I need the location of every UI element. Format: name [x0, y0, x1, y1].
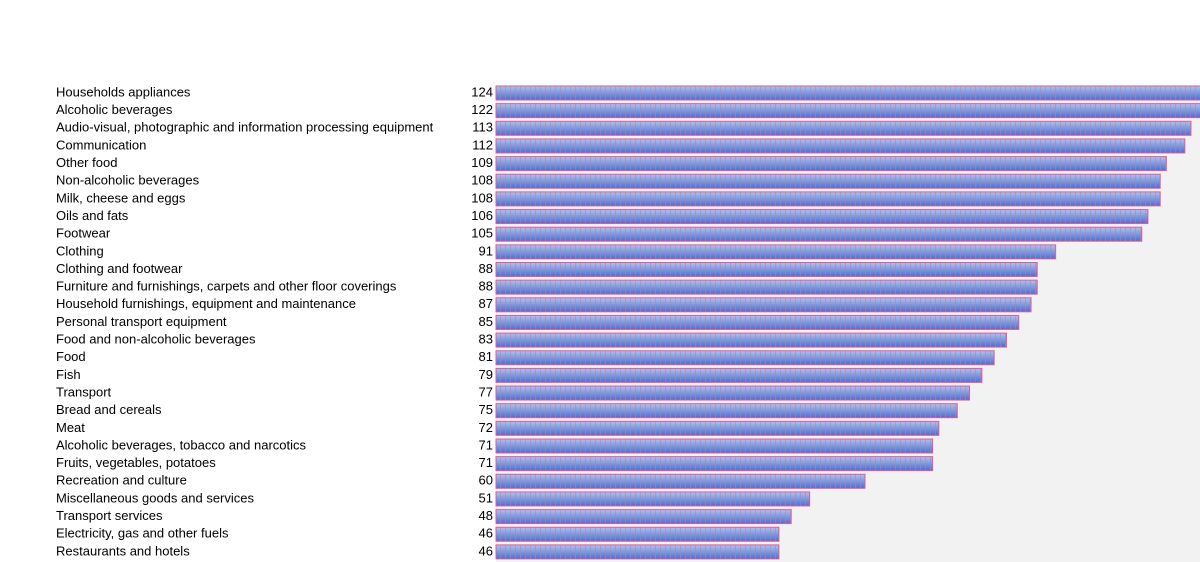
value-label: 108	[471, 173, 493, 188]
value-label: 112	[472, 137, 493, 152]
bar-texture	[496, 315, 1019, 330]
bar-texture	[496, 456, 933, 471]
value-label: 87	[479, 296, 493, 311]
value-label: 46	[479, 543, 493, 558]
bar-texture	[496, 174, 1161, 189]
value-label: 71	[479, 455, 493, 470]
category-label: Personal transport equipment	[56, 314, 227, 329]
value-label: 106	[471, 208, 493, 223]
value-label: 88	[479, 261, 493, 276]
value-label: 75	[479, 402, 493, 417]
bar-texture	[496, 209, 1148, 224]
category-label: Footwear	[56, 226, 111, 241]
bar-texture	[496, 262, 1038, 277]
value-label: 48	[479, 508, 493, 523]
value-label: 85	[479, 314, 493, 329]
bar-texture	[496, 368, 982, 383]
bar-texture	[496, 138, 1185, 153]
bar-texture	[496, 227, 1142, 242]
category-label: Clothing and footwear	[56, 261, 183, 276]
category-label: Transport services	[56, 508, 163, 523]
category-label: Electricity, gas and other fuels	[56, 526, 229, 541]
category-label: Other food	[56, 155, 117, 170]
category-label: Transport	[56, 384, 112, 399]
category-label: Fruits, vegetables, potatoes	[56, 455, 216, 470]
category-label: Bread and cereals	[56, 402, 162, 417]
category-label: Food	[56, 349, 86, 364]
value-label: 71	[479, 437, 493, 452]
bar-texture	[496, 527, 779, 542]
bar-texture	[496, 544, 779, 559]
bar-texture	[496, 297, 1032, 312]
bar-texture	[496, 280, 1038, 295]
value-label: 91	[479, 243, 493, 258]
bar-texture	[496, 403, 958, 418]
bar-texture	[496, 509, 792, 524]
value-label: 51	[479, 490, 493, 505]
bar-texture	[496, 156, 1167, 171]
bar-texture	[496, 474, 865, 489]
category-label: Recreation and culture	[56, 473, 187, 488]
bar-texture	[496, 491, 810, 506]
bar-texture	[496, 86, 1200, 100]
category-label: Clothing	[56, 243, 104, 258]
value-label: 79	[479, 367, 493, 382]
value-label: 122	[471, 102, 493, 117]
value-label: 72	[479, 420, 493, 435]
category-label: Food and non-alcoholic beverages	[56, 332, 256, 347]
category-label: Furniture and furnishings, carpets and o…	[56, 279, 397, 294]
category-label: Meat	[56, 420, 85, 435]
bar-texture	[496, 121, 1191, 136]
value-label: 88	[479, 279, 493, 294]
value-label: 81	[479, 349, 493, 364]
value-label: 77	[479, 384, 493, 399]
category-label: Household furnishings, equipment and mai…	[56, 296, 356, 311]
bars	[495, 85, 1200, 560]
value-label: 83	[479, 332, 493, 347]
bar-texture	[496, 103, 1200, 118]
bar-texture	[496, 439, 933, 453]
category-label: Non-alcoholic beverages	[56, 173, 200, 188]
value-label: 124	[471, 84, 493, 99]
value-label: 113	[472, 120, 493, 135]
bar-texture	[496, 421, 939, 436]
category-label: Milk, cheese and eggs	[56, 190, 186, 205]
category-label: Audio-visual, photographic and informati…	[56, 120, 434, 135]
category-label: Restaurants and hotels	[56, 543, 190, 558]
category-label: Miscellaneous goods and services	[56, 490, 254, 505]
category-label: Alcoholic beverages, tobacco and narcoti…	[56, 437, 307, 452]
value-label: 46	[479, 526, 493, 541]
value-label: 108	[471, 190, 493, 205]
bar-texture	[496, 386, 970, 401]
value-label: 60	[479, 473, 493, 488]
value-label: 105	[471, 226, 493, 241]
category-label: Communication	[56, 137, 146, 152]
bar-texture	[496, 244, 1056, 259]
value-label: 109	[471, 155, 493, 170]
bar-texture	[496, 333, 1007, 348]
bar-texture	[496, 350, 995, 365]
category-label: Fish	[56, 367, 81, 382]
category-label: Oils and fats	[56, 208, 129, 223]
category-label: Households appliances	[56, 84, 191, 99]
category-label: Alcoholic beverages	[56, 102, 173, 117]
bar-texture	[496, 191, 1161, 206]
